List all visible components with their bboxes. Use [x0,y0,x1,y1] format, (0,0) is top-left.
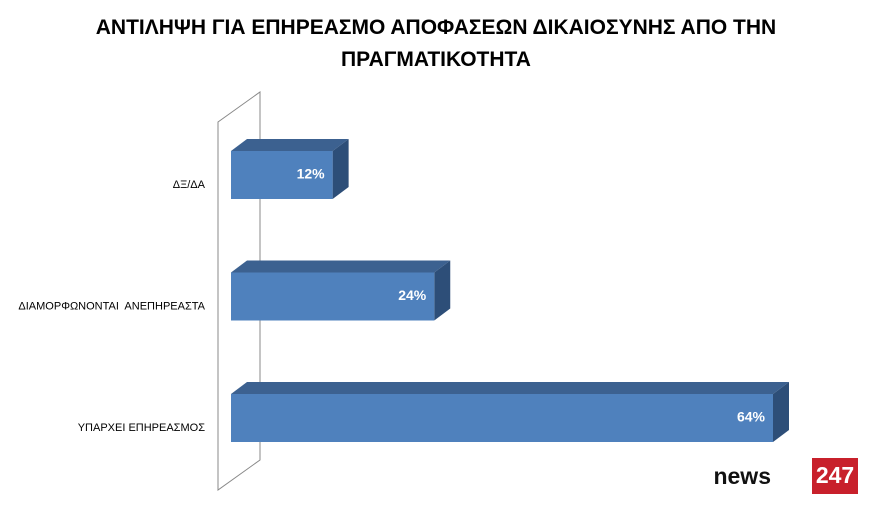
bar-top [231,260,451,273]
bar [231,151,333,199]
logo-number: 247 [816,462,854,488]
bar-top [231,139,349,151]
bar [231,272,435,321]
bar-top [231,382,789,394]
bar-side [332,139,349,199]
value-label: 24% [398,287,427,303]
bar-side [773,382,789,442]
logo-box [812,458,858,494]
y-tick-label: ΔΞ/ΔΑ [173,179,206,191]
y-tick-label: ΔΙΑΜΟΡΦΩΝΟΝΤΑΙ ΑΝΕΠΗΡΕΑΣΤΑ [18,300,205,312]
bar [231,394,773,442]
logo-word: news [713,463,771,489]
value-label: 12% [297,166,326,182]
value-label: 64% [737,409,766,425]
chart-title: ΑΝΤΙΛΗΨΗ ΓΙΑ ΕΠΗΡΕΑΣΜΟ ΑΠΟΦΑΣΕΩΝ ΔΙΚΑΙΟΣ… [95,16,777,71]
bar-side [434,260,451,321]
back-wall [217,91,261,491]
y-tick-label: ΥΠΑΡΧΕΙ ΕΠΗΡΕΑΣΜΟΣ [78,422,205,434]
